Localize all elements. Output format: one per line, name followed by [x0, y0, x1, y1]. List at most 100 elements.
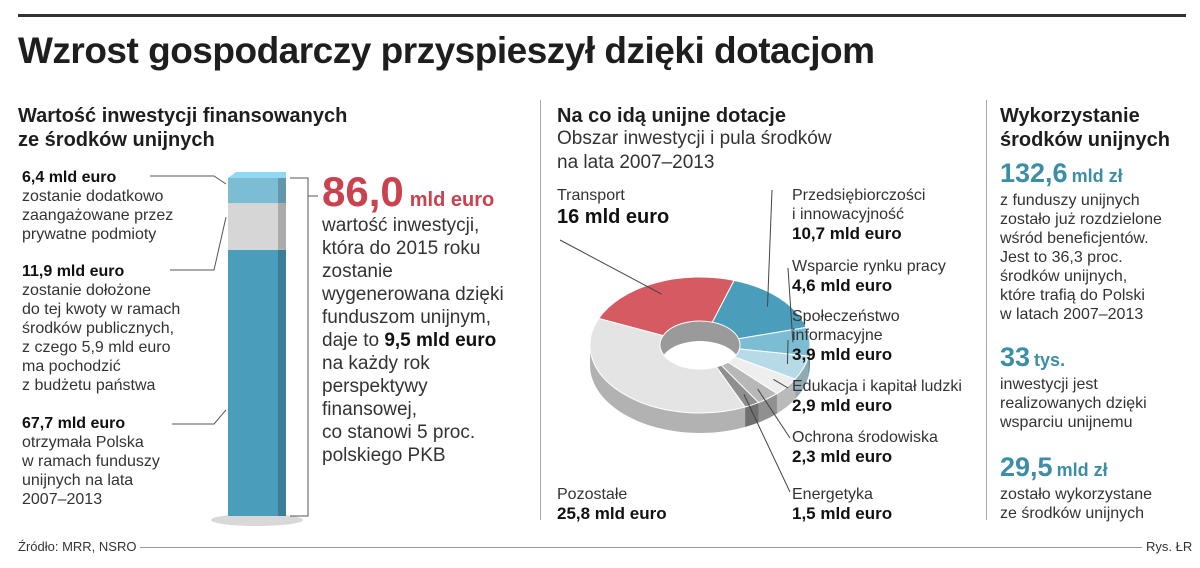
- annotation-line: unijnych na lata: [22, 472, 134, 489]
- stat-unit: mld zł: [1071, 166, 1123, 186]
- annotation-eu: 67,7 mld euro otrzymała Polska w ramach …: [22, 414, 160, 509]
- stat-line: wsparciu unijnemu: [1000, 414, 1133, 431]
- per-year-value: 9,5 mld euro: [384, 330, 497, 351]
- annotation-private: 6,4 mld euro zostanie dodatkowo zaangażo…: [22, 168, 173, 244]
- annotation-eu-value: 67,7 mld euro: [22, 415, 126, 432]
- desc-line: na każdy rok: [322, 353, 430, 374]
- credit-note: Rys. ŁR: [1146, 539, 1193, 554]
- stat-line: które trafią do Polski: [1000, 287, 1145, 304]
- donut-slice-side: [795, 356, 809, 400]
- pie-label-value: 10,7 mld euro: [792, 224, 902, 243]
- right-title-line2: środków unijnych: [1000, 129, 1171, 151]
- stat-allocated-value: 132,6 mld zł: [1000, 158, 1123, 189]
- right-title-line1: Wykorzystanie: [1000, 105, 1140, 127]
- annotation-line: prywatne podmioty: [22, 226, 157, 243]
- annotation-line: z budżetu państwa: [22, 377, 156, 394]
- middle-section-title: Na co idą unijne dotacje: [557, 105, 786, 127]
- pie-label-text: Transport: [557, 187, 625, 204]
- annotation-line: zostanie dołożone: [22, 282, 151, 299]
- stat-line: inwestycji jest: [1000, 376, 1098, 393]
- donut-slice-side: [590, 345, 746, 434]
- annotation-public-value: 11,9 mld euro: [22, 263, 125, 280]
- bar-segment-side: [278, 203, 286, 250]
- desc-line: finansowej,: [322, 399, 418, 420]
- page-title: Wzrost gospodarczy przyspieszył dzięki d…: [18, 30, 875, 71]
- bar-segment-side: [278, 178, 286, 204]
- donut-slice: [589, 317, 746, 414]
- annotation-line: 2007–2013: [22, 491, 103, 508]
- leader-line: [150, 175, 227, 185]
- pie-label-environment: Ochrona środowiska 2,3 mld euro: [792, 428, 938, 466]
- bar-segment-side: [278, 249, 286, 516]
- stat-used-value: 29,5 mld zł: [1000, 452, 1108, 483]
- pie-label-text: Przedsiębiorczości: [792, 187, 926, 204]
- top-rule: [18, 14, 1186, 17]
- subtitle-line: Obszar inwestycji i pula środków: [557, 128, 832, 149]
- stat-line: w latach 2007–2013: [1000, 306, 1144, 323]
- stat-used-text: zostało wykorzystane ze środków unijnych: [1000, 485, 1152, 523]
- donut-chart: [559, 189, 811, 493]
- right-section-title: Wykorzystanie środków unijnych: [1000, 104, 1170, 152]
- pie-label-other: Pozostałe 25,8 mld euro: [557, 485, 667, 523]
- leader-line: [170, 217, 227, 271]
- annotation-public: 11,9 mld euro zostanie dołożone do tej k…: [22, 262, 180, 395]
- total-value: 86,0 mld euro: [322, 168, 494, 216]
- annotation-private-value: 6,4 mld euro: [22, 169, 117, 186]
- stat-unit: tys.: [1034, 350, 1066, 370]
- stat-investments-text: inwestycji jest realizowanych dzięki wsp…: [1000, 375, 1147, 432]
- donut-slice-side: [745, 402, 759, 428]
- pie-label-innovation: Przedsiębiorczości i innowacyjność 10,7 …: [792, 186, 925, 243]
- annotation-line: ma pochodzić: [22, 358, 121, 375]
- subtitle-line: na lata 2007–2013: [557, 152, 715, 173]
- annotation-line: środków publicznych,: [22, 320, 175, 337]
- pie-leader-line: [773, 378, 789, 389]
- desc-line: która do 2015 roku: [322, 238, 481, 259]
- left-title-line2: ze środków unijnych: [18, 129, 215, 151]
- pie-label-text: Energetyka: [792, 486, 873, 503]
- annotation-line: zaangażowane przez: [22, 207, 174, 224]
- desc-line: perspektywy: [322, 376, 428, 397]
- left-title-line1: Wartość inwestycji finansowanych: [18, 105, 348, 127]
- annotation-line: z czego 5,9 mld euro: [22, 339, 171, 356]
- stat-unit: mld zł: [1056, 460, 1108, 480]
- pie-label-value: 16 mld euro: [557, 206, 670, 228]
- pie-label-transport: Transport 16 mld euro: [557, 186, 669, 227]
- stat-line: zostało wykorzystane: [1000, 486, 1153, 503]
- stat-line: Jest to 36,3 proc.: [1000, 249, 1123, 266]
- pie-leader-line: [743, 394, 791, 493]
- stat-line: ze środków unijnych: [1000, 505, 1145, 522]
- donut-slice: [597, 276, 735, 337]
- bar-top-face: [228, 172, 286, 178]
- pie-label-labour: Wsparcie rynku pracy 4,6 mld euro: [792, 257, 946, 295]
- bar-segment: [228, 249, 278, 516]
- pie-label-text: Pozostałe: [557, 486, 628, 503]
- pie-label-value: 2,9 mld euro: [792, 396, 893, 415]
- annotation-line: do tej kwoty w ramach: [22, 301, 181, 318]
- divider-left: [540, 100, 541, 520]
- total-bracket: [290, 177, 309, 517]
- pie-leader-line: [786, 339, 789, 364]
- divider-right: [986, 100, 987, 520]
- stat-line: wśród beneficjentów.: [1000, 230, 1149, 247]
- total-number: 86,0: [322, 168, 404, 215]
- pie-label-text: informacyjne: [792, 327, 883, 344]
- bar-segment: [228, 178, 278, 204]
- donut-hole-wall: [660, 321, 740, 365]
- bar-shadow: [211, 514, 303, 526]
- stat-number: 33: [1000, 342, 1031, 372]
- footer-rule: [140, 547, 1142, 548]
- left-section-title: Wartość inwestycji finansowanych ze środ…: [18, 104, 347, 152]
- desc-line: polskiego PKB: [322, 445, 446, 466]
- annotation-line: zostanie dodatkowo: [22, 188, 164, 205]
- desc-line: wygenerowana dzięki: [322, 284, 504, 305]
- pie-label-education: Edukacja i kapitał ludzki 2,9 mld euro: [792, 377, 962, 415]
- total-description: wartość inwestycji, która do 2015 roku z…: [322, 214, 504, 467]
- leader-line: [172, 409, 227, 425]
- desc-line: wartość inwestycji,: [322, 215, 480, 236]
- stacked-bar-chart: [150, 172, 318, 526]
- pie-label-value: 4,6 mld euro: [792, 276, 893, 295]
- pie-label-text: Ochrona środowiska: [792, 429, 938, 446]
- pie-label-value: 25,8 mld euro: [557, 504, 667, 523]
- desc-line: zostanie: [322, 261, 393, 282]
- pie-label-value: 3,9 mld euro: [792, 345, 893, 364]
